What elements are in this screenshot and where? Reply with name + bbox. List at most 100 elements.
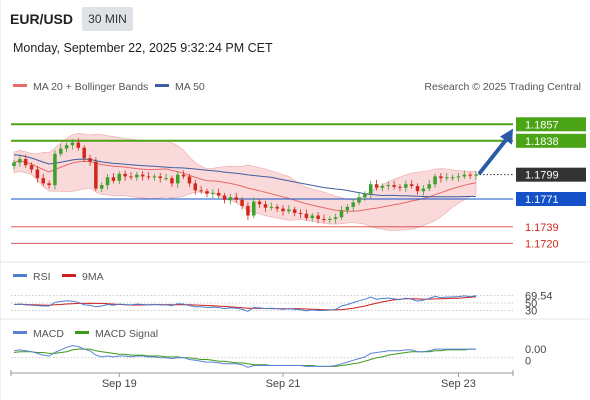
rsi-ma-legend-swatch: [62, 274, 76, 277]
candle-body: [47, 183, 51, 186]
rsi-line: [13, 295, 477, 312]
candle-body: [421, 188, 426, 192]
candle: [234, 192, 238, 203]
candle: [450, 174, 455, 181]
candle: [129, 172, 133, 180]
candle-body: [135, 174, 139, 178]
candle-body: [275, 206, 279, 209]
candle-body: [392, 185, 396, 187]
candle-body: [222, 195, 227, 200]
candle-body: [234, 197, 238, 200]
macd-line: [13, 345, 476, 368]
candle: [164, 173, 168, 181]
candle: [298, 209, 303, 219]
candle: [18, 155, 22, 167]
candle-body: [456, 176, 461, 178]
candle-body: [129, 176, 133, 178]
x-axis-label: Sep 23: [441, 378, 476, 390]
candle: [53, 150, 57, 190]
candle-body: [41, 178, 45, 184]
candle: [205, 188, 209, 198]
candle-body: [468, 174, 472, 176]
candle: [187, 173, 192, 187]
candle: [12, 159, 16, 170]
candle-body: [398, 186, 402, 188]
candle: [328, 216, 332, 224]
candle: [433, 173, 437, 188]
candle-body: [316, 215, 320, 219]
x-axis-label: Sep 19: [102, 378, 137, 390]
candle-body: [193, 183, 198, 191]
candle-body: [298, 212, 303, 214]
candle-body: [404, 184, 408, 188]
candle: [140, 171, 145, 181]
symbol-label: EUR/USD: [10, 11, 74, 27]
candlesticks: [12, 138, 478, 224]
candle: [439, 172, 443, 183]
candle: [462, 170, 467, 180]
candle: [41, 173, 45, 186]
candle: [374, 179, 379, 191]
candle-body: [368, 184, 373, 194]
candle: [216, 188, 221, 199]
candle: [345, 204, 350, 214]
candle: [99, 182, 104, 193]
candle-body: [339, 210, 344, 218]
candle: [117, 171, 122, 185]
ma20-line: [13, 160, 477, 212]
candle: [222, 192, 227, 204]
candle-body: [53, 153, 57, 186]
candle-body: [386, 185, 391, 187]
candle: [175, 171, 180, 188]
timeframe-button[interactable]: 30 MIN: [82, 7, 133, 31]
rsi-legend-swatch: [13, 274, 27, 277]
target-arrow-head: [500, 128, 513, 145]
macd-zero-label: 0: [525, 356, 531, 368]
ma20-legend-swatch: [13, 84, 27, 87]
candle-body: [304, 213, 309, 219]
candle-body: [380, 185, 385, 188]
candle-body: [88, 158, 92, 162]
rsi-tick-label: 30: [525, 306, 537, 318]
candle-body: [170, 178, 174, 184]
candle: [123, 170, 127, 181]
candle-body: [181, 174, 186, 177]
target-arrow-shaft: [478, 136, 509, 175]
candle-body: [146, 176, 151, 178]
candle: [105, 173, 110, 190]
candle: [368, 180, 373, 199]
candle-body: [82, 147, 86, 159]
candle: [257, 199, 262, 208]
price-levels: [11, 123, 513, 244]
candle: [158, 172, 162, 183]
candle: [386, 181, 391, 191]
candle-body: [205, 191, 209, 194]
candle-body: [240, 199, 244, 206]
target-level-label: 1.1720: [525, 238, 559, 250]
candle-body: [29, 165, 34, 170]
resistance-tag-label: 1.1838: [525, 136, 559, 148]
candle: [94, 157, 98, 192]
candle: [146, 172, 151, 180]
candle: [474, 171, 478, 180]
ma50-legend-swatch: [155, 84, 169, 87]
candle-body: [374, 184, 379, 188]
candle-body: [281, 208, 285, 212]
candle: [275, 204, 279, 213]
macd-signal-line: [13, 348, 476, 367]
candle-body: [246, 205, 250, 216]
candle-body: [164, 178, 168, 180]
macd-signal-legend-swatch: [75, 331, 89, 334]
candle: [310, 212, 315, 222]
candle-body: [474, 174, 478, 176]
candle-body: [12, 162, 16, 166]
candle-body: [415, 185, 420, 192]
candle-body: [322, 218, 326, 220]
candle: [333, 213, 338, 224]
candle: [445, 172, 449, 181]
candle: [380, 183, 385, 192]
macd-value-label: 0.00: [525, 344, 546, 356]
candle-body: [351, 202, 355, 207]
